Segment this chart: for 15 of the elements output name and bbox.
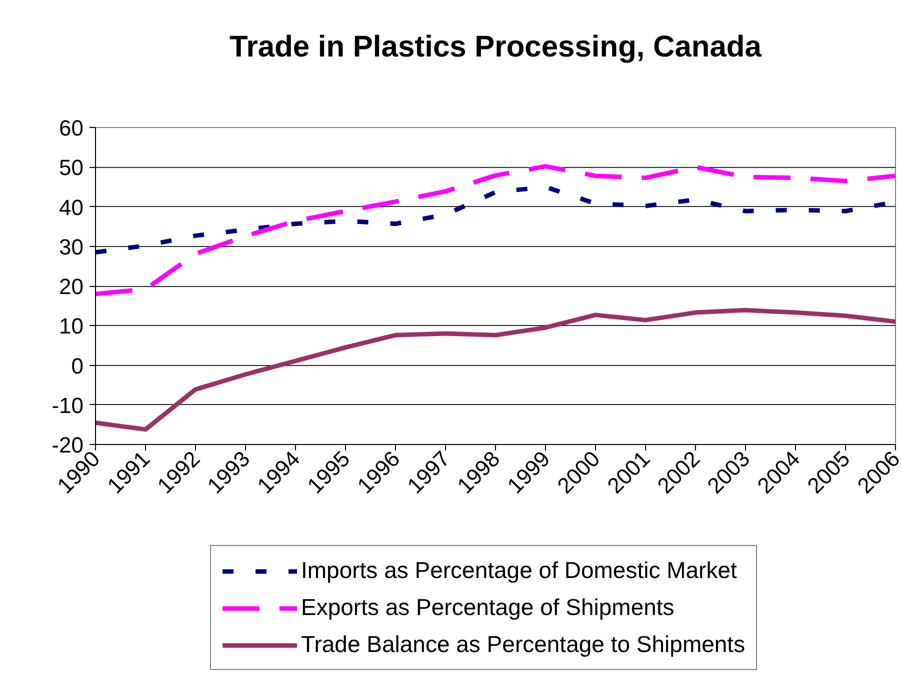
y-tick-label: -20: [52, 432, 84, 458]
y-tick-label: 30: [59, 234, 84, 260]
y-tick-label: -10: [52, 392, 84, 418]
legend-label: Imports as Percentage of Domestic Market: [301, 557, 737, 584]
y-tick-label: 20: [59, 274, 84, 299]
legend-label: Trade Balance as Percentage to Shipments: [301, 631, 746, 658]
y-tick-label: 60: [59, 116, 84, 140]
y-tick-label: 10: [59, 314, 84, 339]
chart-title: Trade in Plastics Processing, Canada: [230, 30, 762, 64]
y-tick-label: 0: [71, 353, 84, 378]
legend-label: Exports as Percentage of Shipments: [301, 594, 674, 621]
y-tick-label: 50: [59, 155, 84, 180]
y-tick-label: 40: [59, 194, 84, 220]
line-series: [96, 164, 896, 296]
line-series: [96, 308, 896, 432]
